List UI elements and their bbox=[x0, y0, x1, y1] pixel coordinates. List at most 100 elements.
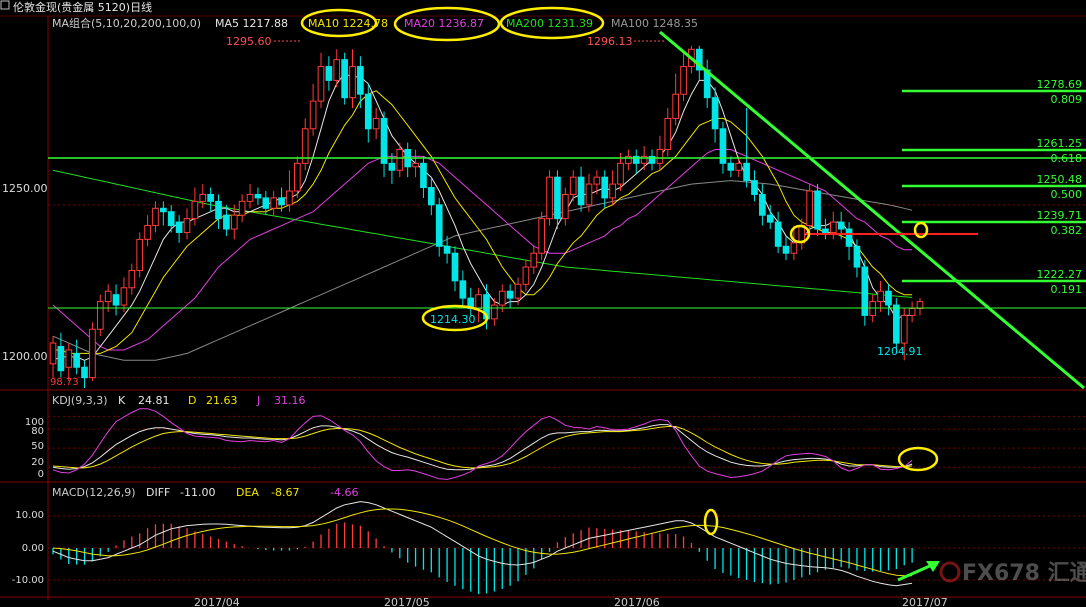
candle bbox=[908, 301, 916, 323]
candle bbox=[743, 108, 750, 188]
candle bbox=[609, 170, 616, 205]
candle-body-up bbox=[396, 149, 404, 171]
kdj-header: KDJ(9,3,3) K 24.81 D 21.63 J 31.16 bbox=[52, 394, 306, 407]
candle bbox=[900, 308, 908, 361]
candle-body-down bbox=[357, 66, 364, 95]
macd-arrow-shaft bbox=[897, 563, 933, 582]
candle-body-up bbox=[790, 242, 798, 254]
kdj-j-line bbox=[52, 408, 913, 480]
candle bbox=[230, 204, 238, 240]
low-highlight-circle bbox=[421, 304, 489, 332]
candle bbox=[885, 284, 892, 316]
candle-body-down bbox=[435, 204, 443, 247]
candle bbox=[893, 298, 900, 354]
candle bbox=[664, 108, 672, 157]
candle-body-down bbox=[57, 346, 65, 372]
downtrend-line bbox=[659, 30, 1085, 390]
candle-body-down bbox=[160, 207, 167, 213]
kdj-tick-100: 100 bbox=[25, 417, 44, 428]
candle bbox=[357, 56, 364, 109]
candle-body-down bbox=[695, 48, 703, 71]
macd-header: MACD(12,26,9) DIFF -11.00 DEA -8.67 -4.6… bbox=[52, 486, 358, 499]
kdj-y-axis: 100 80 50 20 0 bbox=[25, 417, 44, 480]
candle-body-down bbox=[782, 245, 790, 254]
candle bbox=[278, 187, 285, 212]
macd-histogram-value: -4.66 bbox=[330, 486, 358, 499]
candle-body-up bbox=[183, 218, 191, 233]
candle-body-up bbox=[104, 290, 112, 303]
candle bbox=[223, 204, 230, 236]
low-label-1: 1214.30 bbox=[430, 313, 476, 326]
candle bbox=[774, 211, 782, 254]
candle-body-down bbox=[325, 66, 333, 81]
candle-body-up bbox=[191, 200, 199, 220]
watermark-text: FX678 汇通网 bbox=[962, 561, 1086, 586]
candle-body-down bbox=[601, 176, 609, 199]
candle bbox=[632, 149, 640, 174]
candle-body-up bbox=[317, 66, 325, 102]
candle-body-up bbox=[656, 149, 664, 164]
candle bbox=[254, 187, 262, 205]
candle-body-down bbox=[167, 211, 175, 227]
candle-body-up bbox=[585, 183, 593, 206]
kdj-d-value: 21.63 bbox=[206, 394, 238, 407]
candle bbox=[120, 277, 128, 312]
candle bbox=[554, 170, 561, 230]
macd-diff-line bbox=[52, 501, 913, 587]
fib-price-0500: 1250.48 bbox=[1037, 173, 1083, 186]
candle bbox=[364, 83, 372, 143]
candle bbox=[81, 360, 88, 388]
candle bbox=[396, 142, 404, 178]
kdj-tick-0: 0 bbox=[38, 469, 44, 480]
candle bbox=[751, 170, 758, 202]
candle-body-up bbox=[806, 190, 813, 227]
candle bbox=[309, 83, 317, 136]
macd-dea-value: -8.67 bbox=[271, 486, 299, 499]
candle-body-up bbox=[561, 193, 569, 220]
fib-price-0191: 1222.27 bbox=[1037, 268, 1083, 281]
candle bbox=[325, 56, 333, 91]
y-tick-1250: 1250.00 bbox=[2, 182, 48, 195]
candle bbox=[341, 52, 348, 105]
candle-body-down bbox=[388, 162, 396, 171]
candle-body-down bbox=[861, 266, 869, 316]
candle bbox=[806, 184, 813, 233]
candle-body-down bbox=[893, 304, 900, 344]
candle bbox=[57, 332, 65, 378]
macd-highlight-circle bbox=[703, 508, 719, 536]
candle bbox=[569, 170, 577, 202]
candle-body-down bbox=[837, 221, 845, 230]
kdj-lines bbox=[52, 408, 913, 480]
candle bbox=[491, 298, 498, 326]
candle-body-down bbox=[223, 214, 230, 230]
candle-body-down bbox=[459, 280, 467, 299]
x-tick-2017-06: 2017/06 bbox=[614, 596, 660, 607]
candle-body-up bbox=[475, 294, 482, 310]
fib-ratio-0382: 0.382 bbox=[1051, 224, 1083, 237]
candle bbox=[735, 156, 743, 178]
candle-body-down bbox=[743, 162, 750, 182]
candle-body-up bbox=[65, 349, 73, 368]
candle-body-up bbox=[309, 100, 317, 130]
fib-price-0809: 1278.69 bbox=[1037, 78, 1083, 91]
candle-body-down bbox=[380, 117, 388, 164]
candle bbox=[538, 211, 546, 261]
x-tick-2017-07: 2017/07 bbox=[902, 596, 948, 607]
macd-diff-value: -11.00 bbox=[180, 486, 215, 499]
candle-body-down bbox=[175, 221, 183, 233]
macd-diff-label: DIFF bbox=[146, 486, 170, 499]
kdj-k-line bbox=[52, 424, 913, 471]
candle bbox=[246, 184, 254, 209]
candle-body-up bbox=[829, 221, 837, 233]
analysis-overlay: 1278.69 0.809 1261.25 0.618 1250.48 0.50… bbox=[48, 30, 1086, 390]
candle bbox=[215, 194, 222, 230]
macd-lines bbox=[52, 501, 913, 587]
kdj-k-value: 24.81 bbox=[138, 394, 170, 407]
candle bbox=[475, 287, 482, 323]
candle-body-down bbox=[554, 176, 561, 220]
candle bbox=[167, 204, 175, 233]
candle bbox=[104, 284, 112, 312]
candle bbox=[270, 190, 278, 216]
candle-body-up bbox=[530, 252, 538, 268]
